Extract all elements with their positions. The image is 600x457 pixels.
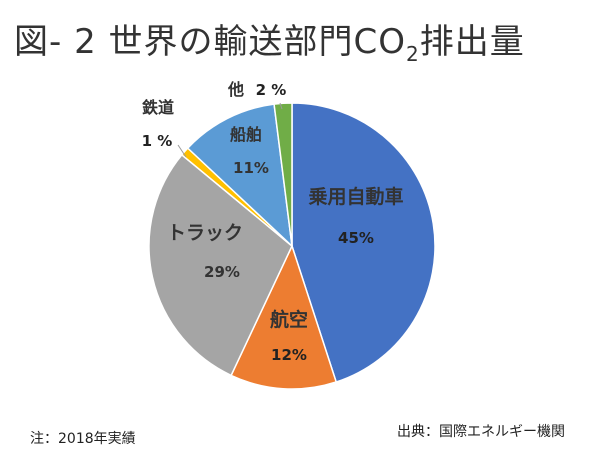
pie-slice-0 (291, 102, 436, 383)
source-note: 出典：国際エネルギー機関 (397, 424, 565, 440)
footnote: 注：2018年実績 (30, 431, 136, 447)
slice-name-label-1: 航空 (270, 308, 308, 331)
slice-value-label-0: 45% (338, 229, 374, 247)
pie-slice-5 (273, 102, 293, 247)
slice-name-label-0: 乗用自動車 (308, 185, 403, 208)
leader-lines (177, 102, 283, 158)
slice-name-label-2: トラック (167, 222, 243, 244)
slice-value-label-2: 29% (204, 263, 240, 281)
slice-value-label-5: 2 % (256, 81, 287, 99)
chart-title-subscript: 2 (406, 41, 420, 66)
chart-title: 図- 2 世界の輸送部門CO2排出量 (14, 14, 525, 66)
pie-slice-1 (230, 243, 338, 390)
slice-name-label-3: 鉄道 (142, 98, 174, 117)
pie-slices (148, 102, 436, 390)
slice-value-label-3: 1 % (142, 132, 173, 150)
pie-slice-2 (148, 153, 293, 377)
slice-name-label-4: 船舶 (230, 125, 262, 144)
chart-title-main: 図- 2 世界の輸送部門CO (14, 22, 407, 62)
leader-line-5 (279, 102, 283, 110)
chart-title-suffix: 排出量 (419, 22, 525, 62)
pie-labels: 乗用自動車 45% 航空 12% トラック 29% 鉄道 1 % 船舶 11% 他 2 % (142, 80, 404, 364)
pie-slice-4 (186, 103, 294, 248)
leader-line-3 (177, 144, 187, 158)
slice-value-label-1: 12% (271, 346, 307, 364)
slice-name-label-5: 他 (227, 80, 244, 99)
slice-value-label-4: 11% (233, 159, 269, 177)
